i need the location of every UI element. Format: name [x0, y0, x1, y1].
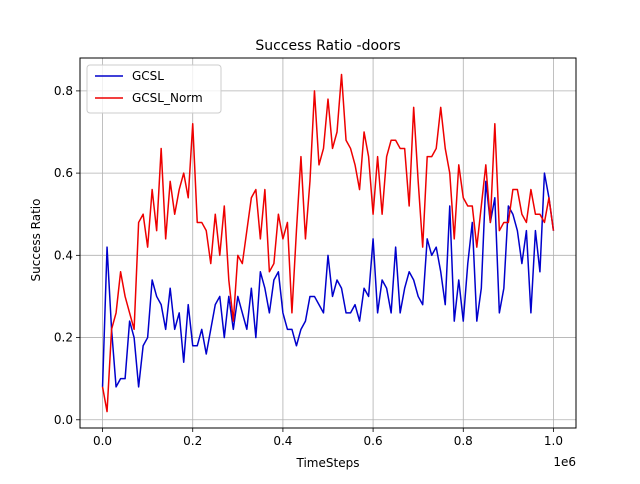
plot-lines	[101, 73, 555, 413]
legend-box	[86, 64, 222, 114]
x-tick-label: 0.2	[183, 434, 202, 448]
legend-label-gcsl-norm: GCSL_Norm	[132, 91, 203, 105]
y-tick-label: 0.4	[54, 248, 73, 262]
x-axis-label: TimeSteps	[296, 456, 360, 470]
y-axis-label: Success Ratio	[29, 199, 43, 282]
y-tick-label: 0.6	[54, 166, 73, 180]
series-line-gcsl	[101, 172, 555, 388]
x-tick-label: 0.4	[273, 434, 292, 448]
y-tick-label: 0.8	[54, 84, 73, 98]
x-tick-label: 0.8	[454, 434, 473, 448]
axis-ticks: 0.0 0.2 0.4 0.6 0.8 1.0 0.0 0.2 0.4 0.6 0.8	[54, 84, 563, 448]
y-tick-label: 0.0	[54, 413, 73, 427]
y-tick-label: 0.2	[54, 331, 73, 345]
legend-label-gcsl: GCSL	[132, 69, 164, 83]
x-tick-label: 1.0	[544, 434, 563, 448]
x-tick-label: 0.0	[93, 434, 112, 448]
series-line-gcsl-norm	[101, 73, 555, 413]
legend: GCSL GCSL_Norm	[86, 64, 222, 114]
x-tick-label: 0.6	[364, 434, 383, 448]
x-axis-offset-label: 1e6	[553, 455, 576, 469]
chart-title: Success Ratio -doors	[255, 38, 400, 54]
axes-frame	[79, 57, 577, 429]
